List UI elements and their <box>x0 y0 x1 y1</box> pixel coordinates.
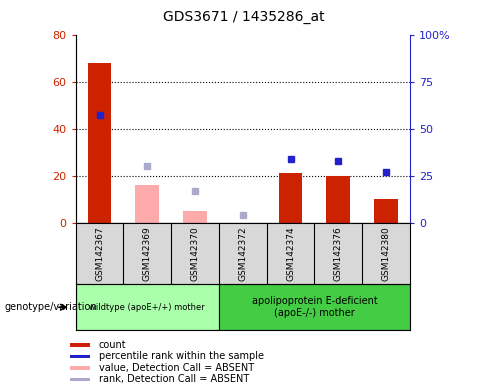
Text: percentile rank within the sample: percentile rank within the sample <box>99 351 264 361</box>
Text: count: count <box>99 340 126 350</box>
Bar <box>70 354 90 358</box>
Bar <box>76 284 219 330</box>
Bar <box>219 284 410 330</box>
Bar <box>135 185 159 223</box>
Bar <box>183 211 207 223</box>
Text: GSM142367: GSM142367 <box>95 226 104 281</box>
Text: rank, Detection Call = ABSENT: rank, Detection Call = ABSENT <box>99 374 249 384</box>
Bar <box>326 176 350 223</box>
Text: wildtype (apoE+/+) mother: wildtype (apoE+/+) mother <box>89 303 205 312</box>
Text: GSM142376: GSM142376 <box>334 226 343 281</box>
Bar <box>87 63 111 223</box>
Text: GSM142380: GSM142380 <box>382 226 390 281</box>
Bar <box>70 377 90 381</box>
Bar <box>374 199 398 223</box>
Bar <box>70 343 90 347</box>
Text: GSM142374: GSM142374 <box>286 226 295 281</box>
Text: GDS3671 / 1435286_at: GDS3671 / 1435286_at <box>163 10 325 24</box>
Text: apolipoprotein E-deficient
(apoE-/-) mother: apolipoprotein E-deficient (apoE-/-) mot… <box>251 296 377 318</box>
Bar <box>279 173 303 223</box>
Text: GSM142369: GSM142369 <box>143 226 152 281</box>
Text: value, Detection Call = ABSENT: value, Detection Call = ABSENT <box>99 363 254 373</box>
Text: genotype/variation: genotype/variation <box>5 302 98 312</box>
Text: GSM142370: GSM142370 <box>190 226 200 281</box>
Bar <box>70 366 90 370</box>
Text: GSM142372: GSM142372 <box>238 226 247 281</box>
